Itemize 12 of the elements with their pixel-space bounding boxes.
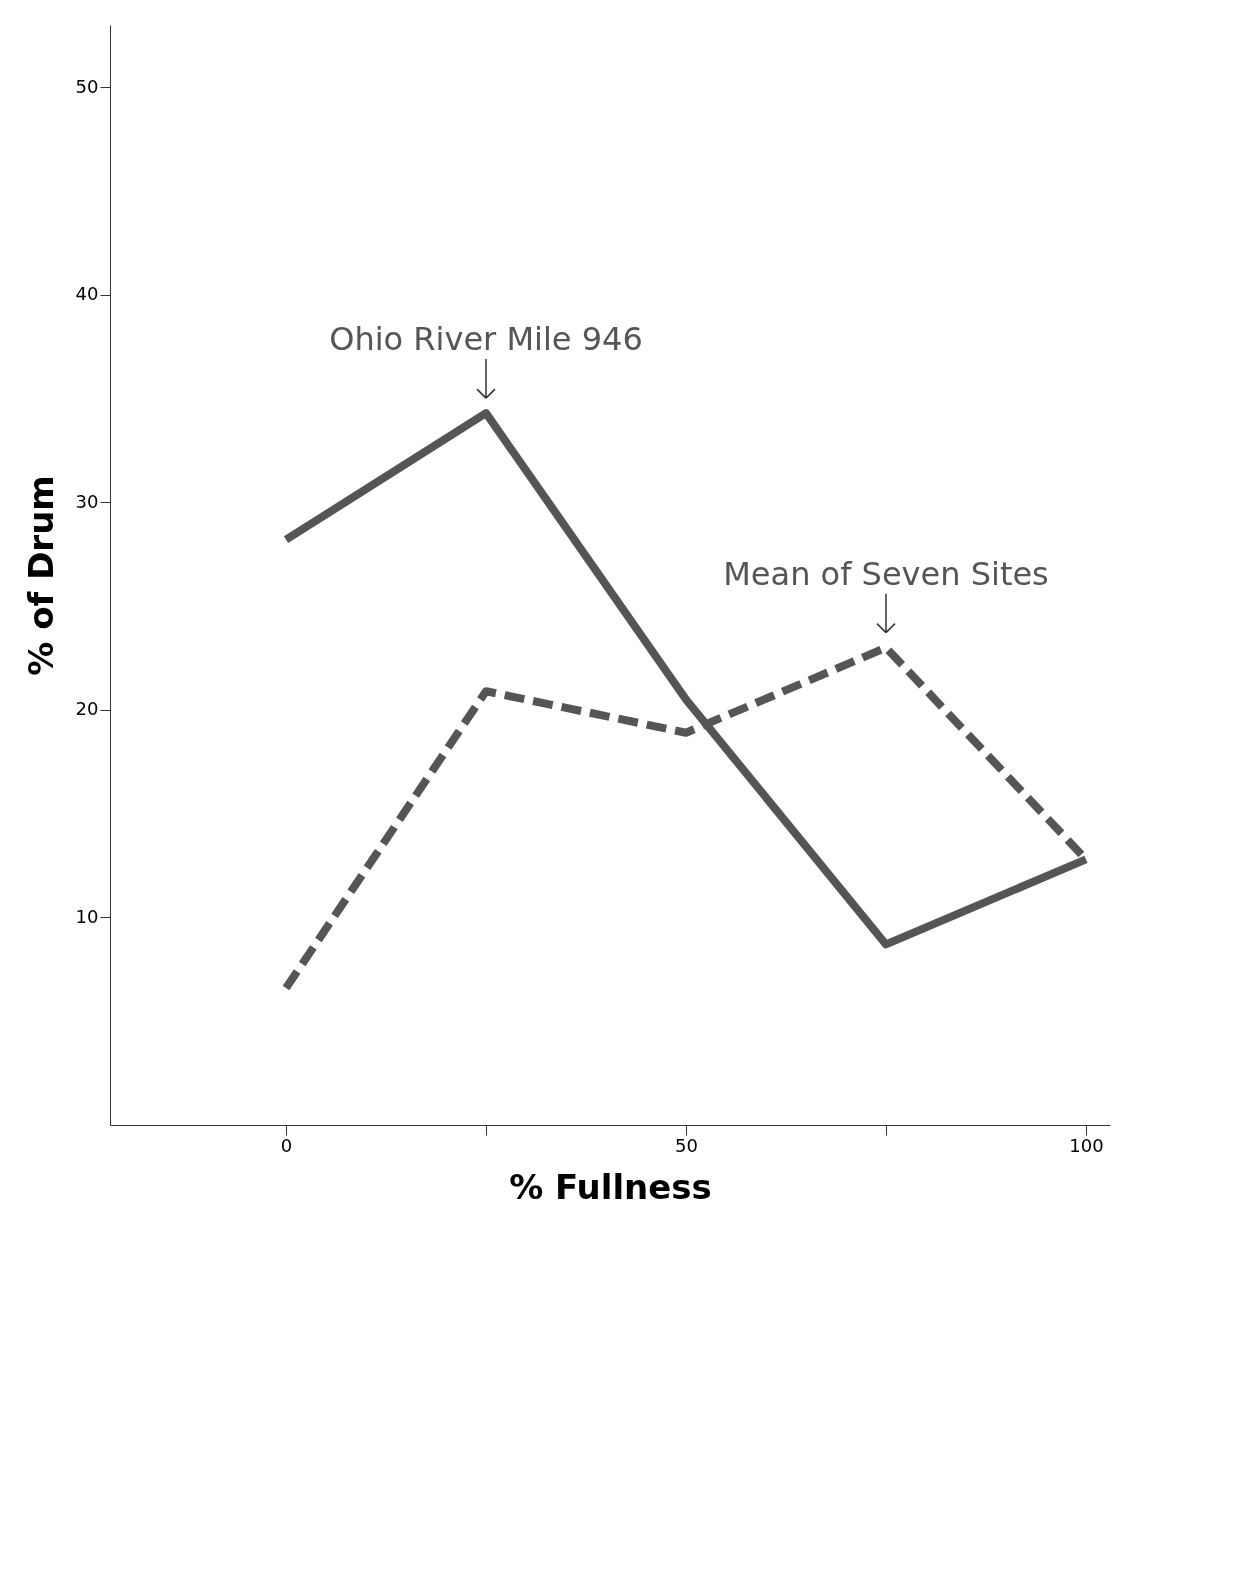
y-tick-label: 30: [75, 490, 99, 512]
x-axis-title: % Fullness: [509, 1166, 712, 1207]
text: Mean of Seven Sites: [723, 554, 1049, 593]
y-axis-title: % of Drum: [20, 475, 61, 676]
y-tick-label: 10: [75, 905, 99, 927]
y-tick-label: 20: [75, 698, 99, 720]
y-tick-label: 50: [75, 75, 99, 97]
y-tick-label: 40: [75, 283, 99, 305]
text: Ohio River Mile 946: [329, 320, 643, 359]
x-tick-label: 100: [1069, 1134, 1104, 1156]
x-tick-label: 50: [675, 1134, 698, 1156]
x-tick-label: 0: [280, 1134, 293, 1156]
